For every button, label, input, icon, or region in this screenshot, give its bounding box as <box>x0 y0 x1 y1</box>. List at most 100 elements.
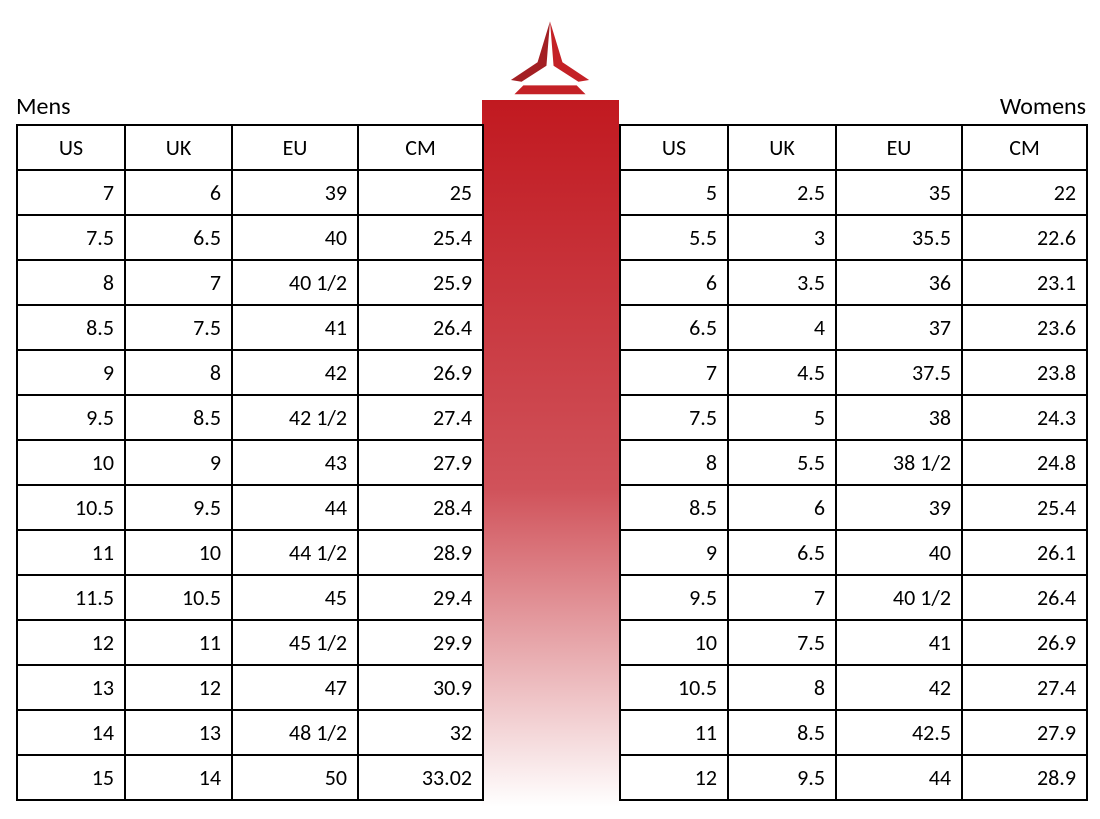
table-cell: 25.9 <box>358 260 483 305</box>
table-cell: 50 <box>232 755 358 800</box>
table-cell: 26.4 <box>358 305 483 350</box>
table-cell: 24.8 <box>962 440 1087 485</box>
table-cell: 10.5 <box>17 485 125 530</box>
table-cell: 4 <box>728 305 836 350</box>
table-cell: 41 <box>232 305 358 350</box>
table-cell: 8 <box>620 440 728 485</box>
table-cell: 9.5 <box>17 395 125 440</box>
table-cell: 8.5 <box>17 305 125 350</box>
table-cell: 12 <box>620 755 728 800</box>
table-cell: 6.5 <box>620 305 728 350</box>
gradient-bar <box>482 100 619 807</box>
table-cell: 7.5 <box>620 395 728 440</box>
col-header: UK <box>728 125 836 170</box>
center-divider <box>482 100 619 807</box>
womens-size-table: US UK EU CM 52.535225.5335.522.663.53623… <box>619 124 1088 801</box>
table-cell: 7.5 <box>17 215 125 260</box>
table-cell: 38 <box>836 395 962 440</box>
table-row: 9.58.542 1/227.4 <box>17 395 483 440</box>
table-cell: 23.8 <box>962 350 1087 395</box>
table-cell: 29.4 <box>358 575 483 620</box>
table-cell: 9 <box>17 350 125 395</box>
table-cell: 26.4 <box>962 575 1087 620</box>
table-cell: 6 <box>728 485 836 530</box>
col-header: US <box>620 125 728 170</box>
table-row: 7.56.54025.4 <box>17 215 483 260</box>
table-cell: 45 <box>232 575 358 620</box>
table-cell: 28.9 <box>962 755 1087 800</box>
table-cell: 40 <box>232 215 358 260</box>
table-row: 8740 1/225.9 <box>17 260 483 305</box>
table-row: 984226.9 <box>17 350 483 395</box>
table-cell: 40 1/2 <box>836 575 962 620</box>
table-row: 141348 1/232 <box>17 710 483 755</box>
table-cell: 10 <box>17 440 125 485</box>
table-row: 1094327.9 <box>17 440 483 485</box>
table-cell: 6 <box>125 170 232 215</box>
table-row: 5.5335.522.6 <box>620 215 1087 260</box>
table-row: 9.5740 1/226.4 <box>620 575 1087 620</box>
womens-label: Womens <box>1000 92 1086 121</box>
table-cell: 44 <box>232 485 358 530</box>
section-labels: Mens Womens <box>16 92 1086 120</box>
table-cell: 28.4 <box>358 485 483 530</box>
table-cell: 40 <box>836 530 962 575</box>
table-cell: 6.5 <box>728 530 836 575</box>
table-cell: 5 <box>728 395 836 440</box>
table-row: 111044 1/228.9 <box>17 530 483 575</box>
table-cell: 23.6 <box>962 305 1087 350</box>
table-cell: 6 <box>620 260 728 305</box>
table-cell: 39 <box>232 170 358 215</box>
table-row: 10.59.54428.4 <box>17 485 483 530</box>
table-cell: 3 <box>728 215 836 260</box>
col-header: UK <box>125 125 232 170</box>
table-cell: 41 <box>836 620 962 665</box>
table-cell: 7.5 <box>728 620 836 665</box>
table-cell: 3.5 <box>728 260 836 305</box>
table-cell: 38 1/2 <box>836 440 962 485</box>
table-cell: 11.5 <box>17 575 125 620</box>
mens-tbody: 7639257.56.54025.48740 1/225.98.57.54126… <box>17 170 483 800</box>
table-cell: 27.9 <box>358 440 483 485</box>
table-cell: 11 <box>620 710 728 755</box>
table-cell: 42 1/2 <box>232 395 358 440</box>
table-cell: 8 <box>17 260 125 305</box>
table-cell: 43 <box>232 440 358 485</box>
table-cell: 7 <box>17 170 125 215</box>
table-cell: 7 <box>620 350 728 395</box>
table-cell: 5.5 <box>620 215 728 260</box>
size-chart-page: Mens Womens US UK EU CM 7639257.56.54025… <box>0 0 1100 819</box>
col-header: CM <box>962 125 1087 170</box>
table-cell: 8.5 <box>125 395 232 440</box>
col-header: EU <box>836 125 962 170</box>
table-cell: 45 1/2 <box>232 620 358 665</box>
table-row: 7.553824.3 <box>620 395 1087 440</box>
table-cell: 4.5 <box>728 350 836 395</box>
table-cell: 8 <box>728 665 836 710</box>
table-cell: 7 <box>125 260 232 305</box>
table-header-row: US UK EU CM <box>620 125 1087 170</box>
table-row: 8.57.54126.4 <box>17 305 483 350</box>
table-cell: 10.5 <box>125 575 232 620</box>
table-cell: 13 <box>17 665 125 710</box>
table-row: 11.510.54529.4 <box>17 575 483 620</box>
table-cell: 23.1 <box>962 260 1087 305</box>
table-cell: 36 <box>836 260 962 305</box>
table-cell: 26.9 <box>358 350 483 395</box>
table-cell: 22 <box>962 170 1087 215</box>
table-row: 10.584227.4 <box>620 665 1087 710</box>
table-row: 74.537.523.8 <box>620 350 1087 395</box>
table-cell: 9.5 <box>728 755 836 800</box>
table-cell: 9.5 <box>125 485 232 530</box>
reebok-delta-icon <box>505 16 595 96</box>
table-cell: 32 <box>358 710 483 755</box>
table-cell: 40 1/2 <box>232 260 358 305</box>
table-cell: 26.1 <box>962 530 1087 575</box>
table-row: 8.563925.4 <box>620 485 1087 530</box>
table-cell: 27.4 <box>962 665 1087 710</box>
table-cell: 44 1/2 <box>232 530 358 575</box>
table-cell: 15 <box>17 755 125 800</box>
table-row: 118.542.527.9 <box>620 710 1087 755</box>
table-cell: 29.9 <box>358 620 483 665</box>
table-cell: 25.4 <box>358 215 483 260</box>
